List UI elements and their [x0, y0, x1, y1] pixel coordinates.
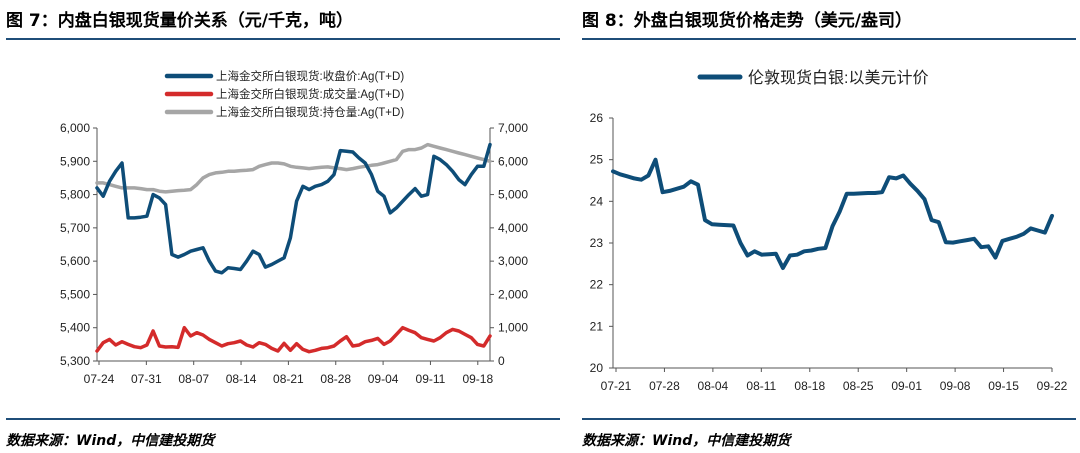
left-title-rule [6, 38, 560, 40]
right-x-tick-label: 08-04 [698, 379, 729, 393]
left-y-tick-label: 5,300 [60, 354, 90, 368]
left-legend-label: 上海金交所白银现货:收盘价:Ag(T+D) [216, 69, 404, 83]
left-y2-tick-label: 7,000 [498, 121, 528, 135]
left-y-tick-label: 5,600 [60, 254, 90, 268]
right-x-tick-label: 09-08 [940, 379, 971, 393]
right-y-tick-label: 20 [590, 361, 604, 375]
right-source-note: 数据来源：Wind，中信建投期货 [582, 433, 791, 449]
left-x-tick-label: 09-18 [462, 372, 493, 386]
left-y-tick-label: 5,500 [60, 287, 90, 301]
left-x-tick-label: 07-31 [131, 372, 162, 386]
left-x-tick-label: 08-21 [273, 372, 304, 386]
left-y-tick-label: 5,700 [60, 221, 90, 235]
left-legend-label: 上海金交所白银现货:持仓量:Ag(T+D) [216, 105, 404, 119]
left-x-tick-label: 08-14 [226, 372, 257, 386]
left-y-tick-label: 5,900 [60, 154, 90, 168]
right-x-tick-label: 08-18 [794, 379, 825, 393]
right-title-rule [582, 38, 1076, 40]
left-volume-line [95, 325, 492, 354]
right-y-tick-label: 23 [590, 236, 604, 250]
left-x-tick-label: 07-24 [84, 372, 115, 386]
left-y-tick-label: 6,000 [60, 121, 90, 135]
right-y-tick-label: 25 [590, 153, 604, 167]
right-legend-label: 伦敦现货白银:以美元计价 [748, 69, 928, 87]
left-x-tick-label: 09-11 [416, 372, 446, 386]
left-figure-title: 图 7：内盘白银现货量价关系（元/千克，吨） [6, 11, 353, 31]
right-x-tick-label: 08-25 [843, 379, 874, 393]
left-y2-tick-label: 1,000 [498, 321, 528, 335]
left-y-tick-label: 5,400 [60, 321, 90, 335]
right-x-tick-label: 09-22 [1037, 379, 1068, 393]
left-y2-tick-label: 3,000 [498, 254, 528, 268]
left-x-tick-label: 08-07 [178, 372, 209, 386]
left-y-tick-label: 5,800 [60, 188, 90, 202]
left-y2-tick-label: 5,000 [498, 188, 528, 202]
right-y-tick-label: 26 [590, 111, 604, 125]
right-silver-price-line [611, 157, 1054, 270]
left-source-rule [6, 418, 560, 420]
right-x-tick-label: 08-11 [746, 379, 776, 393]
left-legend-label: 上海金交所白银现货:成交量:Ag(T+D) [216, 87, 404, 101]
right-x-tick-label: 07-21 [601, 379, 632, 393]
right-source-rule [582, 418, 1076, 420]
right-figure-title: 图 8：外盘白银现货价格走势（美元/盎司） [582, 11, 912, 31]
right-y-tick-label: 21 [590, 319, 604, 333]
right-y-tick-label: 24 [590, 194, 604, 208]
right-y-tick-label: 22 [590, 278, 604, 292]
left-x-tick-label: 09-04 [368, 372, 399, 386]
left-y2-tick-label: 6,000 [498, 154, 528, 168]
right-x-tick-label: 07-28 [649, 379, 680, 393]
left-y2-tick-label: 2,000 [498, 287, 528, 301]
right-x-tick-label: 09-15 [988, 379, 1019, 393]
left-open-interest-line [95, 142, 492, 194]
left-y2-tick-label: 0 [498, 354, 505, 368]
left-source-note: 数据来源：Wind，中信建投期货 [6, 433, 215, 449]
left-x-tick-label: 08-28 [320, 372, 351, 386]
left-y2-tick-label: 4,000 [498, 221, 528, 235]
left-close-price-line [95, 142, 492, 275]
right-x-tick-label: 09-01 [891, 379, 922, 393]
